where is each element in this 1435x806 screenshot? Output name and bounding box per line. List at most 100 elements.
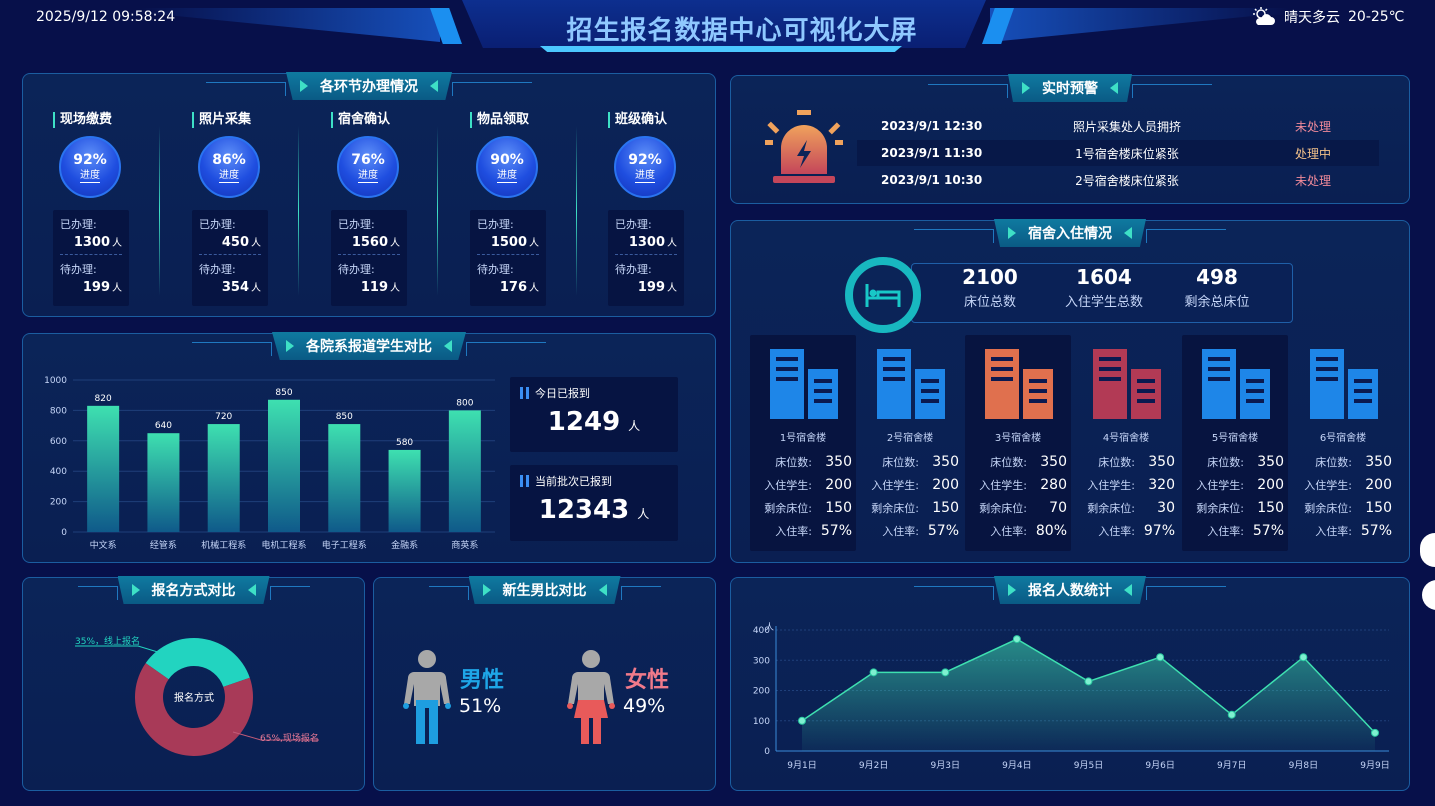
- y-tick-label: 200: [753, 687, 770, 697]
- stage-divider: [159, 126, 160, 296]
- dorm-building-card: 2号宿舍楼 床位数: 350 入住学生: 200 剩余床位: 150 入住率: …: [857, 335, 963, 551]
- panel-title-text: 报名方式对比: [151, 583, 236, 599]
- alarm-siren-icon: [765, 110, 843, 183]
- building-stat-label: 入住学生:: [1196, 479, 1244, 492]
- header-title-background: [462, 0, 986, 48]
- done-label: 已办理:: [615, 218, 652, 231]
- panel-title: 实时预警: [928, 74, 1212, 104]
- building-stat-row: 剩余床位: 150: [857, 500, 963, 516]
- bar-value-label: 800: [456, 398, 473, 408]
- unit-label: 人: [637, 507, 650, 521]
- gender-panel: 新生男比对比 男性 51% 女性 49%: [373, 576, 716, 791]
- x-tick-label: 9月4日: [1002, 760, 1031, 771]
- done-label: 已办理:: [338, 218, 375, 231]
- x-tick-label: 商英系: [451, 539, 478, 551]
- building-stat-value: 350: [1148, 454, 1175, 470]
- today-reported-card: 今日已报到 1249 人: [510, 377, 678, 452]
- building-stat-label: 入住学生:: [1087, 479, 1135, 492]
- building-stat-row: 床位数: 350: [1290, 454, 1396, 470]
- bar-value-label: 820: [95, 394, 112, 404]
- building-stat-row: 入住学生: 320: [1073, 477, 1179, 493]
- y-tick-label: 800: [50, 406, 67, 416]
- building-stat-value: 200: [825, 477, 852, 493]
- building-stat-label: 床位数:: [1315, 456, 1352, 469]
- panel-title: 新生男比对比: [428, 576, 661, 606]
- stage-card: 物品领取 90% 进度 已办理: 1500 人 待办理: 176 人: [470, 112, 590, 306]
- temperature-text: 20-25℃: [1348, 9, 1405, 25]
- panel-title-text: 报名人数统计: [1028, 583, 1112, 599]
- unit-label: 人: [390, 283, 400, 294]
- building-stat-label: 床位数:: [775, 456, 812, 469]
- dorm-building-card: 6号宿舍楼 床位数: 350 入住学生: 200 剩余床位: 150 入住率: …: [1290, 335, 1396, 551]
- data-point: [941, 668, 950, 677]
- stage-name: 宿舍确认: [331, 112, 451, 128]
- stage-name: 现场缴费: [53, 112, 173, 128]
- building-stat-value: 57%: [1252, 523, 1284, 539]
- panel-title-text: 实时预警: [1042, 81, 1098, 97]
- bars-icon: [520, 387, 529, 399]
- floating-tool-button[interactable]: [1420, 533, 1435, 567]
- leader-line: [232, 731, 319, 741]
- building-stat-value: 150: [932, 500, 959, 516]
- building-stat-row: 剩余床位: 150: [1182, 500, 1288, 516]
- building-stat-row: 入住率: 57%: [857, 523, 963, 539]
- building-stat-value: 320: [1148, 477, 1175, 493]
- panel-title: 报名方式对比: [77, 576, 310, 606]
- pending-value: 176: [499, 280, 527, 295]
- building-icon: [877, 349, 945, 419]
- alert-row[interactable]: 2023/9/1 12:30 照片采集处人员拥挤 未处理: [857, 113, 1379, 139]
- weather-widget: 晴天多云 20-25℃: [1252, 7, 1404, 27]
- stage-counts: 已办理: 1300 人 待办理: 199 人: [53, 210, 129, 306]
- building-stat-label: 入住率:: [990, 525, 1027, 538]
- dorm-panel: 宿舍入住情况 2100 床位总数 1604 入住学生总数 498 剩余总床位: [730, 219, 1410, 563]
- unit-label: 人: [112, 283, 122, 294]
- pending-value: 199: [82, 280, 110, 295]
- x-tick-label: 9月8日: [1289, 760, 1318, 771]
- y-tick-label: 1000: [44, 376, 67, 386]
- unit-label: 人: [390, 238, 400, 249]
- data-point: [798, 716, 806, 725]
- building-stat-row: 入住率: 97%: [1073, 523, 1179, 539]
- stage-counts: 已办理: 1560 人 待办理: 119 人: [331, 210, 407, 306]
- donut-slice: [135, 663, 253, 756]
- building-stat-label: 入住率:: [1315, 525, 1352, 538]
- data-point: [1299, 653, 1308, 662]
- building-stat-value: 150: [825, 500, 852, 516]
- panel-title-text: 各环节办理情况: [320, 79, 418, 95]
- panel-title: 宿舍入住情况: [914, 219, 1226, 249]
- progress-ring: 92% 进度: [614, 136, 676, 198]
- stage-divider: [437, 126, 438, 296]
- building-stat-label: 床位数:: [1207, 456, 1244, 469]
- alert-row[interactable]: 2023/9/1 10:30 2号宿舍楼床位紧张 未处理: [857, 167, 1379, 193]
- building-stat-row: 入住率: 57%: [1290, 523, 1396, 539]
- building-stat-row: 剩余床位: 150: [1290, 500, 1396, 516]
- unit-label: 人: [667, 283, 677, 294]
- building-stat-label: 剩余床位:: [1196, 502, 1244, 515]
- stage-card: 班级确认 92% 进度 已办理: 1300 人 待办理: 199 人: [608, 112, 728, 306]
- bar: [207, 424, 240, 532]
- alert-row[interactable]: 2023/9/1 11:30 1号宿舍楼床位紧张 处理中: [857, 140, 1379, 166]
- male-percent: 51%: [459, 695, 502, 717]
- pending-value: 199: [637, 280, 665, 295]
- progress-label: 进度: [635, 169, 655, 183]
- signup-method-donut-chart: 报名方式 35%，线上报名 65%,现场报名: [75, 635, 319, 756]
- bar-value-label: 720: [215, 412, 232, 422]
- header-underline: [540, 46, 902, 52]
- panel-title: 各环节办理情况: [206, 72, 532, 102]
- header-datetime: 2025/9/12 09:58:24: [36, 9, 176, 25]
- stage-divider: [298, 126, 299, 296]
- bar-value-label: 850: [336, 412, 353, 422]
- done-value: 1560: [351, 235, 388, 250]
- alert-status: 处理中: [1294, 146, 1331, 161]
- stage-name: 物品领取: [470, 112, 590, 128]
- y-tick-label: 200: [50, 498, 67, 508]
- female-figure-icon: [567, 650, 615, 744]
- stage-divider: [576, 126, 577, 296]
- floating-tool-button[interactable]: [1422, 580, 1435, 610]
- signup-panel: 报名人数统计 人 0 100 200 300 400 9月1日 9月2日 9月3日 9月4日 9月5…: [730, 576, 1410, 791]
- dorm-total-label: 入住学生总数: [1064, 295, 1143, 310]
- x-tick-label: 9月3日: [931, 760, 960, 771]
- building-stat-label: 床位数:: [882, 456, 919, 469]
- batch-reported-card: 当前批次已报到 12343 人: [510, 465, 678, 541]
- x-tick-label: 金融系: [391, 539, 418, 551]
